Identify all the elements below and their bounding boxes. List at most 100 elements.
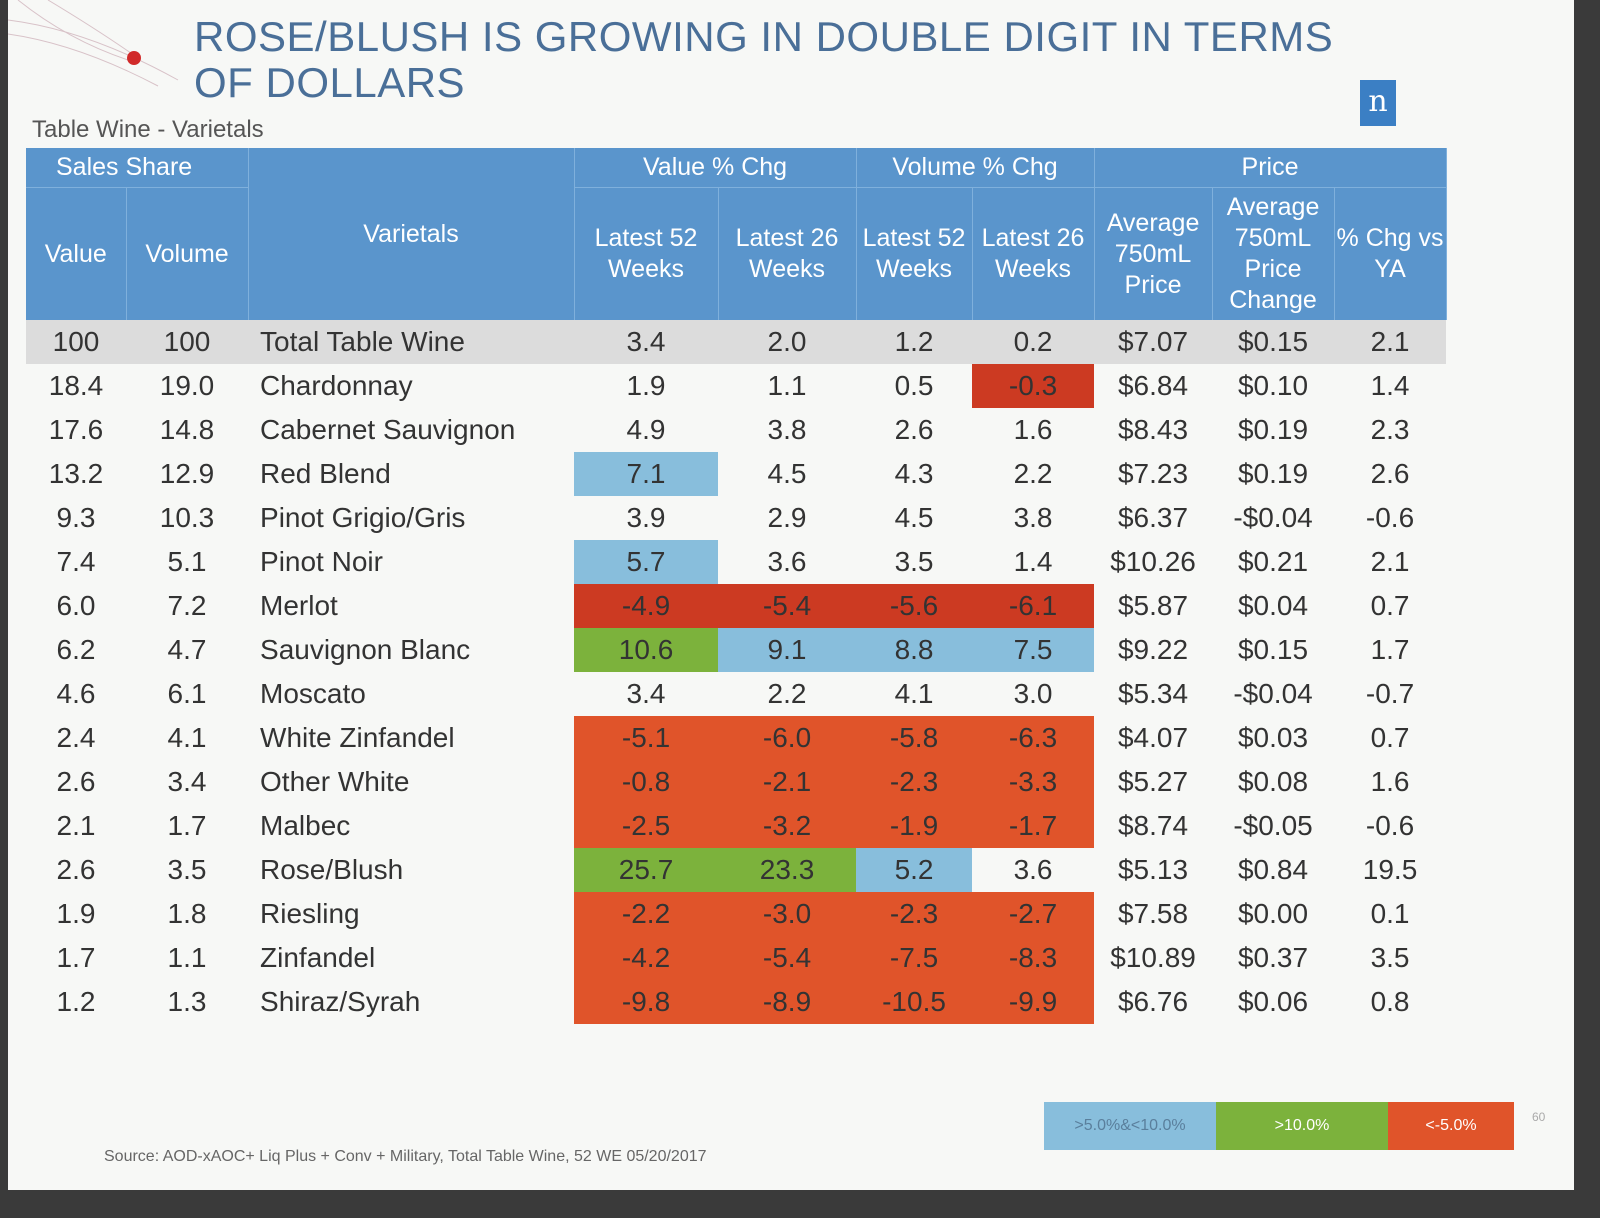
cell-vo26: -1.7 xyxy=(972,804,1095,848)
cell-pchg: $0.15 xyxy=(1237,634,1309,665)
cell-value: 1.9 xyxy=(56,898,96,929)
cell-volume: 4.1 xyxy=(167,722,207,753)
cell-v52: 25.7 xyxy=(574,848,719,892)
red-dot-icon xyxy=(127,51,141,65)
cell-v26: 3.6 xyxy=(767,546,807,577)
cell-name: Malbec xyxy=(260,810,351,841)
cell-pct: -0.6 xyxy=(1365,502,1415,533)
cell-price: $6.37 xyxy=(1117,502,1189,533)
cell-price: $8.74 xyxy=(1117,810,1189,841)
table-row: 9.3 10.3 Pinot Grigio/Gris 3.9 2.9 4.5 3.8 $6.3… xyxy=(26,496,1446,540)
cell-v52: 3.9 xyxy=(626,502,666,533)
source-note: Source: AOD-xAOC+ Liq Plus + Conv + Mili… xyxy=(104,1148,707,1165)
table-row: 2.6 3.5 Rose/Blush 25.7 23.3 5.2 3.6 $5.13 $0.84… xyxy=(26,848,1446,892)
cell-v26: 2.2 xyxy=(767,678,807,709)
cell-v52: -0.8 xyxy=(574,760,719,804)
cell-vo52: -2.3 xyxy=(856,892,973,936)
header-volume-latest26: Latest 26 Weeks xyxy=(972,187,1095,320)
cell-vo52: 2.6 xyxy=(894,414,934,445)
cell-pchg: -$0.04 xyxy=(1233,678,1313,709)
cell-price: $5.27 xyxy=(1117,766,1189,797)
cell-v52: -4.2 xyxy=(574,936,719,980)
cell-vo26: -0.3 xyxy=(972,364,1095,408)
cell-vo26: -8.3 xyxy=(972,936,1095,980)
cell-vo52: -1.9 xyxy=(856,804,973,848)
header-pct-chg: % Chg vs YA xyxy=(1334,187,1447,320)
table-row: 1.7 1.1 Zinfandel -4.2 -5.4 -7.5 -8.3 $10.89 $0.… xyxy=(26,936,1446,980)
cell-vo52: -2.3 xyxy=(856,760,973,804)
cell-vo26: -6.3 xyxy=(972,716,1095,760)
cell-value: 2.4 xyxy=(56,722,96,753)
header-sales-share: Sales Share xyxy=(26,148,249,188)
cell-vo26: 0.2 xyxy=(972,320,1095,364)
cell-price: $8.43 xyxy=(1117,414,1189,445)
cell-v52: 4.9 xyxy=(626,414,666,445)
cell-name: Red Blend xyxy=(260,458,391,489)
legend-green: >10.0% xyxy=(1216,1102,1388,1150)
cell-value: 18.4 xyxy=(48,370,104,401)
header-varietals: Varietals xyxy=(248,148,575,320)
header-price: Price xyxy=(1094,148,1447,188)
cell-pchg: $0.10 xyxy=(1237,370,1309,401)
header-value-latest52: Latest 52 Weeks xyxy=(574,187,719,320)
table-row: 13.2 12.9 Red Blend 7.1 4.5 4.3 2.2 $7.23 $0.19 2… xyxy=(26,452,1446,496)
table-row: 1.2 1.3 Shiraz/Syrah -9.8 -8.9 -10.5 -9.9 $6.76… xyxy=(26,980,1446,1024)
legend-orange: <-5.0% xyxy=(1388,1102,1514,1150)
cell-value: 1.7 xyxy=(56,942,96,973)
table-row: 4.6 6.1 Moscato 3.4 2.2 4.1 3.0 $5.34 -$0.04 -0.7 xyxy=(26,672,1446,716)
cell-value: 2.1 xyxy=(56,810,96,841)
header-value-latest26: Latest 26 Weeks xyxy=(718,187,857,320)
table-body: 100 100 Total Table Wine 3.4 2.0 1.2 0.2 $7.07 $… xyxy=(26,320,1447,1024)
cell-v26: -6.0 xyxy=(718,716,857,760)
cell-volume: 1.1 xyxy=(167,942,207,973)
cell-pct: 0.8 xyxy=(1370,986,1410,1017)
cell-vo26: 1.6 xyxy=(1013,414,1053,445)
cell-vo52: 4.3 xyxy=(894,458,934,489)
cell-pct: 19.5 xyxy=(1362,854,1418,885)
cell-v26: 23.3 xyxy=(718,848,857,892)
cell-price: $6.84 xyxy=(1117,370,1189,401)
cell-value: 1.2 xyxy=(56,986,96,1017)
cell-pchg: $0.08 xyxy=(1237,766,1309,797)
table-row: 6.2 4.7 Sauvignon Blanc 10.6 9.1 8.8 7.5 $9.22 $… xyxy=(26,628,1446,672)
cell-volume: 3.4 xyxy=(167,766,207,797)
cell-pct: 1.7 xyxy=(1370,634,1410,665)
table-row: 18.4 19.0 Chardonnay 1.9 1.1 0.5 -0.3 $6.84 $0.1… xyxy=(26,364,1446,408)
header-volume-chg: Volume % Chg xyxy=(856,148,1095,188)
cell-v52: 10.6 xyxy=(574,628,719,672)
cell-value: 2.6 xyxy=(56,854,96,885)
cell-pct: 2.1 xyxy=(1334,320,1447,364)
cell-pct: 0.1 xyxy=(1370,898,1410,929)
cell-vo26: 1.4 xyxy=(1013,546,1053,577)
cell-price: $6.76 xyxy=(1117,986,1189,1017)
table-row: 1.9 1.8 Riesling -2.2 -3.0 -2.3 -2.7 $7.58 $0.00… xyxy=(26,892,1446,936)
cell-vo52: 3.5 xyxy=(894,546,934,577)
cell-v26: -5.4 xyxy=(718,584,857,628)
cell-pchg: $0.03 xyxy=(1237,722,1309,753)
cell-v26: -3.2 xyxy=(718,804,857,848)
cell-v52: 5.7 xyxy=(574,540,719,584)
cell-vo52: 4.1 xyxy=(894,678,934,709)
cell-vo52: 0.5 xyxy=(894,370,934,401)
cell-v52: -9.8 xyxy=(574,980,719,1024)
cell-name: Total Table Wine xyxy=(248,320,575,364)
cell-pct: -0.6 xyxy=(1365,810,1415,841)
cell-name: Sauvignon Blanc xyxy=(260,634,471,665)
cell-price: $5.87 xyxy=(1117,590,1189,621)
cell-v52: 3.4 xyxy=(574,320,719,364)
cell-name: Other White xyxy=(260,766,410,797)
table-row: 2.6 3.4 Other White -0.8 -2.1 -2.3 -3.3 $5.27 $0… xyxy=(26,760,1446,804)
cell-pct: 1.6 xyxy=(1370,766,1410,797)
cell-value: 100 xyxy=(26,320,126,364)
page-number: 60 xyxy=(1532,1110,1546,1124)
cell-price: $4.07 xyxy=(1117,722,1189,753)
cell-pct: 2.1 xyxy=(1370,546,1410,577)
cell-v26: -3.0 xyxy=(718,892,857,936)
cell-v26: 9.1 xyxy=(718,628,857,672)
cell-price: $7.23 xyxy=(1117,458,1189,489)
cell-name: Shiraz/Syrah xyxy=(260,986,421,1017)
cell-v52: -4.9 xyxy=(574,584,719,628)
header-volume: Volume xyxy=(126,187,249,320)
cell-vo26: -9.9 xyxy=(972,980,1095,1024)
cell-v26: 2.0 xyxy=(718,320,857,364)
